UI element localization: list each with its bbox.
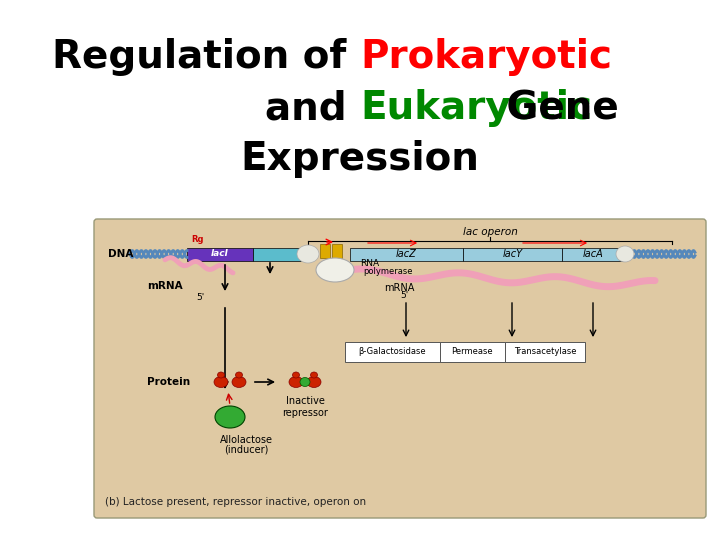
Ellipse shape xyxy=(217,372,225,378)
Text: lacY: lacY xyxy=(503,249,523,259)
Text: mRNA: mRNA xyxy=(384,283,415,293)
Text: and: and xyxy=(265,89,360,127)
Text: (b) Lactose present, repressor inactive, operon on: (b) Lactose present, repressor inactive,… xyxy=(105,497,366,507)
Ellipse shape xyxy=(307,376,321,388)
Bar xyxy=(505,342,585,362)
Text: Transacetylase: Transacetylase xyxy=(514,348,576,356)
Text: Expression: Expression xyxy=(240,140,480,178)
Ellipse shape xyxy=(616,246,634,262)
Text: lacZ: lacZ xyxy=(396,249,417,259)
Bar xyxy=(345,342,440,362)
Text: Prokaryotic: Prokaryotic xyxy=(360,38,612,76)
Text: Permease: Permease xyxy=(451,348,492,356)
Bar xyxy=(187,247,253,260)
Text: RNA: RNA xyxy=(360,260,379,268)
Text: lacI: lacI xyxy=(211,249,229,259)
Text: DNA: DNA xyxy=(108,249,133,259)
Text: Allolactose: Allolactose xyxy=(220,435,273,445)
Text: polymerase: polymerase xyxy=(363,267,413,275)
Bar xyxy=(463,247,562,260)
Ellipse shape xyxy=(300,377,310,387)
Text: Rg: Rg xyxy=(191,234,203,244)
Ellipse shape xyxy=(292,372,300,378)
Text: lacA: lacA xyxy=(583,249,604,259)
Ellipse shape xyxy=(232,376,246,388)
Bar xyxy=(562,247,625,260)
Ellipse shape xyxy=(214,376,228,388)
Text: 3': 3' xyxy=(342,262,350,271)
FancyBboxPatch shape xyxy=(94,219,706,518)
Text: 5': 5' xyxy=(196,293,204,301)
Text: 5': 5' xyxy=(400,292,408,300)
Ellipse shape xyxy=(310,372,318,378)
Text: Regulation of: Regulation of xyxy=(53,38,360,76)
Text: Eukaryotic: Eukaryotic xyxy=(360,89,592,127)
Bar xyxy=(320,244,330,258)
Ellipse shape xyxy=(235,372,243,378)
Bar xyxy=(332,244,342,258)
Ellipse shape xyxy=(289,376,303,388)
Bar xyxy=(440,342,505,362)
Ellipse shape xyxy=(316,258,354,282)
Text: lac operon: lac operon xyxy=(462,227,518,237)
Text: (inducer): (inducer) xyxy=(224,444,269,454)
Ellipse shape xyxy=(215,406,245,428)
Bar xyxy=(350,247,463,260)
Text: Protein: Protein xyxy=(147,377,190,387)
Text: Gene: Gene xyxy=(493,89,619,127)
Text: mRNA: mRNA xyxy=(147,281,183,291)
Bar xyxy=(253,247,301,260)
Ellipse shape xyxy=(297,245,319,263)
Text: Inactive
repressor: Inactive repressor xyxy=(282,396,328,417)
Text: β-Galactosidase: β-Galactosidase xyxy=(358,348,426,356)
